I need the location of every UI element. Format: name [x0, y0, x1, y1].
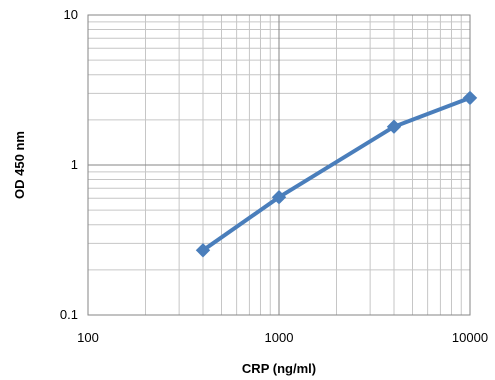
y-tick-labels: 0.1 1 10 — [60, 7, 78, 322]
grid — [87, 14, 471, 316]
y-tick-label: 10 — [64, 7, 78, 22]
x-tick-label: 10000 — [452, 330, 488, 345]
series-line — [201, 95, 472, 253]
data-point-marker — [462, 90, 478, 106]
y-axis-title: OD 450 nm — [12, 131, 27, 199]
x-tick-labels: 100 1000 10000 — [77, 330, 488, 345]
data-point-marker — [386, 119, 402, 134]
x-axis-title: CRP (ng/ml) — [242, 361, 316, 376]
y-tick-label: 1 — [71, 157, 78, 172]
data-point-marker — [271, 189, 287, 205]
data-point-marker — [195, 243, 211, 258]
y-tick-label: 0.1 — [60, 307, 78, 322]
series-layer — [195, 90, 478, 258]
x-tick-label: 1000 — [265, 330, 294, 345]
plot-frame — [87, 14, 471, 316]
x-tick-label: 100 — [77, 330, 99, 345]
